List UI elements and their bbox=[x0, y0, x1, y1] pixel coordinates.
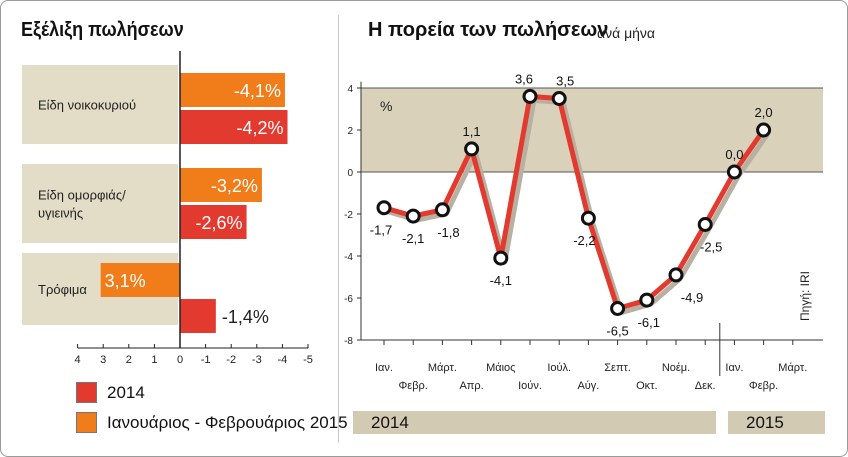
legend-swatch-2015 bbox=[76, 412, 97, 433]
data-point bbox=[405, 208, 421, 224]
category-band-0 bbox=[22, 65, 178, 144]
data-value-label: -1,7 bbox=[370, 223, 392, 238]
data-point bbox=[464, 141, 480, 157]
x-tick-label: 1 bbox=[151, 354, 157, 366]
bar-2014 bbox=[180, 299, 216, 333]
data-point bbox=[580, 210, 596, 226]
x-month-label: Νοέμ. bbox=[662, 362, 690, 374]
data-point bbox=[522, 88, 538, 104]
data-point bbox=[668, 267, 684, 283]
source-label: Πηγή: IRI bbox=[798, 271, 812, 321]
year-band-2015: 2015 bbox=[728, 411, 825, 434]
y-tick-label: 2 bbox=[347, 126, 353, 137]
category-label: Είδη νοικοκυριού bbox=[38, 98, 136, 113]
x-month-label: Δεκ. bbox=[695, 380, 716, 392]
y-tick-label: -4 bbox=[344, 252, 353, 263]
y-tick-label: 4 bbox=[347, 84, 353, 95]
data-point bbox=[551, 91, 567, 106]
category-label: Τρόφιμα bbox=[38, 282, 87, 297]
legend-label-2014: 2014 bbox=[107, 382, 145, 402]
right-chart-title: Η πορεία των πωλήσεων bbox=[368, 19, 609, 41]
x-month-label: Ιούλ. bbox=[547, 362, 571, 374]
x-month-label: Σεπτ. bbox=[604, 362, 631, 374]
y-tick-label: -2 bbox=[344, 210, 353, 221]
year-band-2014: 2014 bbox=[353, 411, 716, 434]
horizontal-bar-chart: Είδη νοικοκυριού Είδη ομορφιάς/υγιεινής Τρ… bbox=[22, 51, 313, 366]
data-point bbox=[639, 292, 655, 308]
data-value-label: 0,0 bbox=[725, 147, 743, 162]
x-month-label: Μάρτ. bbox=[428, 362, 457, 374]
x-month-label: Ιούν. bbox=[518, 380, 542, 392]
x-month-label: Ιαν. bbox=[375, 362, 393, 374]
legend-item-2015: Ιανουάριος - Φεβρουάριος 2015 bbox=[76, 412, 348, 433]
bar-value-label: -4,1% bbox=[234, 81, 281, 101]
bar-2014 bbox=[180, 110, 288, 144]
data-value-label: 3,5 bbox=[556, 74, 574, 89]
x-month-label: Ιαν. bbox=[725, 362, 743, 374]
data-value-label: -2,1 bbox=[402, 231, 424, 246]
legend-label-2015: Ιανουάριος - Φεβρουάριος 2015 bbox=[107, 412, 348, 432]
bar-value-label: -3,2% bbox=[211, 176, 258, 196]
data-point bbox=[697, 217, 713, 232]
y-tick-label: 0 bbox=[347, 168, 353, 179]
data-point bbox=[493, 250, 509, 266]
positive-band bbox=[361, 88, 823, 172]
y-tick-label: -8 bbox=[344, 336, 353, 347]
data-point bbox=[756, 122, 772, 138]
data-value-label: -4,9 bbox=[681, 290, 703, 305]
x-month-label: Μάιος bbox=[486, 362, 515, 374]
data-value-label: -1,8 bbox=[437, 225, 459, 240]
left-chart-title: Εξέλιξη πωλήσεων bbox=[21, 19, 184, 41]
x-tick-label: 3 bbox=[100, 354, 106, 366]
data-value-label: 1,1 bbox=[463, 124, 481, 139]
data-value-label: -2,5 bbox=[700, 240, 722, 255]
x-tick-label: 4 bbox=[75, 354, 81, 366]
bar-value-label: -4,2% bbox=[236, 118, 283, 138]
legend-item-2014: 2014 bbox=[76, 382, 145, 403]
data-point bbox=[434, 202, 450, 218]
monthly-line-chart: 4 2 0 -2 -4 -6 -8% Ιαν. Μάρτ. Μάιος Ιούλ. Σεπτ. Νοέμ… bbox=[344, 71, 823, 392]
data-point bbox=[376, 200, 392, 216]
bar-2015 bbox=[180, 73, 285, 107]
x-tick-label: -3 bbox=[252, 354, 262, 366]
data-value-label: -6,1 bbox=[638, 315, 660, 330]
series-line-shadow bbox=[387, 97, 770, 315]
x-month-label: Φεβρ. bbox=[749, 380, 778, 392]
series-line bbox=[383, 93, 766, 311]
data-point bbox=[610, 301, 626, 316]
x-tick-label: -5 bbox=[303, 354, 313, 366]
data-value-label: -4,1 bbox=[490, 273, 512, 288]
category-band-1 bbox=[22, 164, 178, 243]
panel-divider bbox=[338, 15, 339, 443]
data-value-label: -2,2 bbox=[573, 233, 595, 248]
y-tick-label: -6 bbox=[344, 294, 353, 305]
legend-swatch-2014 bbox=[76, 382, 97, 403]
x-month-label: Απρ. bbox=[459, 380, 483, 392]
data-point bbox=[726, 164, 742, 180]
x-month-label: Οκτ. bbox=[636, 380, 657, 392]
y-unit-label: % bbox=[380, 98, 392, 114]
bar-value-label: -2,6% bbox=[196, 213, 243, 233]
x-tick-label: -1 bbox=[201, 354, 211, 366]
x-month-label: Φεβρ. bbox=[399, 380, 428, 392]
x-month-label: Μάρτ. bbox=[778, 362, 807, 374]
data-value-label: -6,5 bbox=[606, 324, 628, 339]
category-label: Είδη ομορφιάς/ bbox=[38, 188, 126, 203]
bar-value-label: 3,1% bbox=[105, 271, 146, 291]
bar-2014 bbox=[180, 205, 247, 239]
bar-2015 bbox=[180, 168, 262, 202]
data-value-label: 2,0 bbox=[755, 105, 773, 120]
data-value-label: 3,6 bbox=[515, 71, 533, 86]
x-tick-label: 2 bbox=[126, 354, 132, 366]
x-month-label: Αύγ. bbox=[577, 380, 599, 392]
right-chart-subtitle: ανά μήνα bbox=[597, 25, 656, 41]
x-tick-label: -4 bbox=[278, 354, 288, 366]
x-tick-label: -2 bbox=[226, 354, 236, 366]
bar-2015 bbox=[100, 263, 180, 297]
bar-value-label: -1,4% bbox=[222, 307, 269, 327]
x-tick-label: 0 bbox=[177, 354, 183, 366]
category-label: υγιεινής bbox=[38, 206, 83, 221]
